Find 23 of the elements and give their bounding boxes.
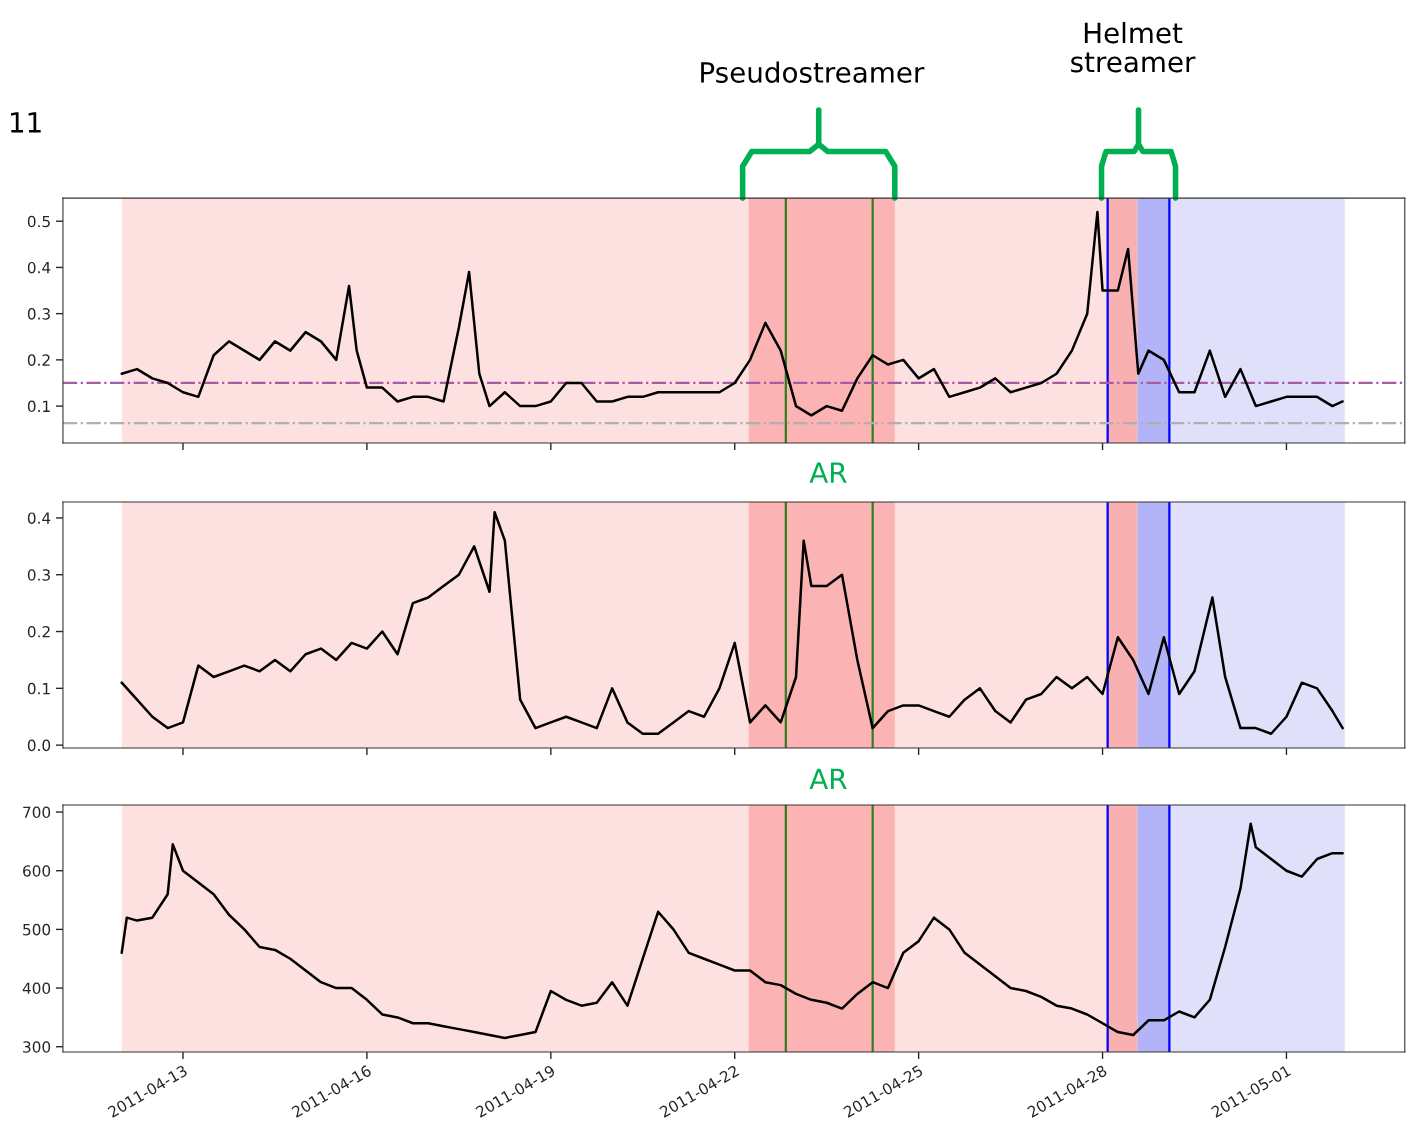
y-tick-label: 0.3 — [27, 569, 50, 581]
text: AR — [809, 462, 847, 483]
y-tick-label: 700 — [23, 806, 51, 819]
text: Pseudostreamer — [701, 61, 925, 83]
y-tick-label: 600 — [23, 865, 51, 877]
line-series — [120, 210, 1344, 417]
y-tick-label: 0.3 — [27, 308, 50, 320]
text: 11 — [10, 112, 41, 133]
y-tick-label: 300 — [23, 1041, 51, 1053]
text: Helmet streamer — [1071, 21, 1196, 73]
text: AR — [809, 768, 847, 789]
line-series — [120, 511, 1344, 736]
y-tick-label: 0.5 — [27, 215, 50, 228]
y-tick-label: 0.2 — [27, 354, 50, 366]
y-tick-label: 400 — [22, 982, 51, 995]
y-tick-label: 0.2 — [27, 626, 50, 638]
y-tick-label: 0.4 — [27, 261, 51, 274]
y-tick-label: 500 — [23, 923, 51, 936]
y-tick-label: 0.0 — [27, 739, 51, 752]
y-tick-label: 0.4 — [27, 512, 51, 524]
y-tick-label: 0.1 — [27, 682, 50, 695]
y-tick-label: 0.1 — [27, 400, 50, 413]
line-series — [120, 822, 1344, 1040]
